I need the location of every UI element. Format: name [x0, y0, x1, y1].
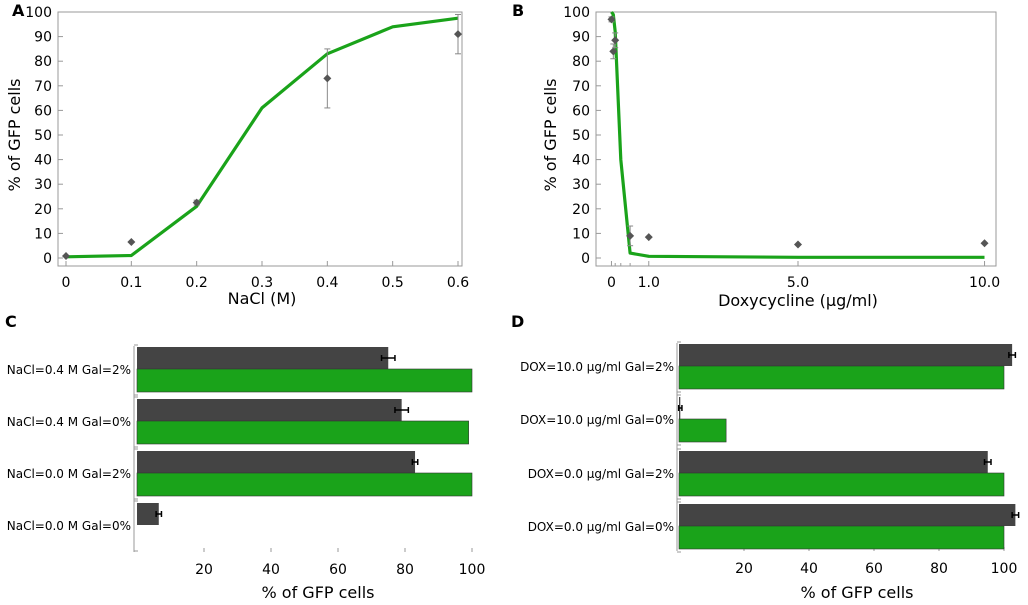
y-tick-label: 60 [34, 103, 52, 119]
x-tick-label: 0.6 [447, 275, 469, 291]
data-point [644, 233, 653, 242]
x-tick-label: 100 [991, 561, 1018, 577]
y-tick-label: 0 [43, 251, 52, 267]
data-point [607, 15, 616, 24]
data-point [794, 240, 802, 249]
y-tick-label: 70 [34, 79, 52, 95]
x-tick-label: 0.2 [186, 275, 208, 291]
y-tick-label: 10 [572, 226, 590, 242]
x-axis-label: % of GFP cells [801, 583, 914, 602]
y-tick-label: 30 [34, 177, 52, 193]
x-tick-label: 0 [607, 275, 616, 291]
panel-a-letter: A [12, 1, 25, 20]
data-point [454, 30, 462, 39]
data-point [127, 238, 136, 247]
experiment-bar [679, 344, 1013, 366]
category-label: DOX=0.0 µg/ml Gal=0% [528, 520, 674, 534]
model-bar [678, 472, 1005, 497]
data-point [323, 74, 332, 83]
y-tick-label: 40 [572, 153, 590, 169]
x-tick-label: 0.4 [316, 275, 338, 291]
data-point [626, 231, 635, 240]
data-point [192, 198, 201, 207]
category-label: DOX=10.0 µg/ml Gal=2% [520, 360, 674, 374]
x-tick-label: 60 [329, 562, 347, 578]
x-tick-label: 60 [865, 561, 883, 577]
y-tick-label: 40 [34, 153, 52, 169]
experiment-bar [137, 451, 416, 473]
panel-a-frame [57, 11, 463, 267]
data-point [609, 47, 618, 56]
x-axis-label: NaCl (M) [228, 289, 297, 308]
data-point [980, 239, 989, 248]
model-bar [136, 472, 473, 497]
data-point [611, 36, 620, 45]
y-tick-label: 70 [572, 79, 590, 95]
category-label: NaCl=0.4 M Gal=2% [7, 363, 131, 377]
y-tick-label: 20 [34, 202, 52, 218]
y-tick-label: 50 [34, 128, 52, 144]
x-tick-label: 20 [195, 562, 213, 578]
category-label: NaCl=0.0 M Gal=0% [7, 519, 131, 533]
category-label: DOX=10.0 µg/ml Gal=0% [520, 413, 674, 427]
y-tick-label: 60 [572, 103, 590, 119]
y-tick-label: 20 [572, 202, 590, 218]
y-tick-label: 90 [34, 30, 52, 46]
y-tick-label: 50 [572, 128, 590, 144]
y-tick-label: 100 [25, 5, 52, 21]
experiment-bar [679, 504, 1016, 526]
y-tick-label: 90 [572, 30, 590, 46]
y-axis-label: % of GFP cells [5, 79, 24, 192]
x-tick-label: 0.5 [382, 275, 404, 291]
panel-c-letter: C [5, 312, 17, 331]
y-axis-label: % of GFP cells [541, 79, 560, 192]
y-tick-label: 100 [563, 5, 590, 21]
y-tick-label: 0 [581, 251, 590, 267]
model-bar [136, 368, 473, 393]
x-axis-label: % of GFP cells [262, 583, 375, 602]
y-tick-label: 30 [572, 177, 590, 193]
x-tick-label: 1.0 [638, 275, 660, 291]
x-tick-label: 40 [800, 561, 818, 577]
x-axis-label: Doxycycline (µg/ml) [718, 291, 878, 310]
y-tick-label: 10 [34, 226, 52, 242]
x-tick-label: 5.0 [787, 275, 809, 291]
experiment-bar [137, 399, 402, 421]
x-tick-label: 80 [396, 562, 414, 578]
x-tick-label: 80 [930, 561, 948, 577]
panel-b-letter: B [512, 1, 524, 20]
category-label: NaCl=0.0 M Gal=2% [7, 467, 131, 481]
model-fit-line [610, 11, 985, 259]
category-label: NaCl=0.4 M Gal=0% [7, 415, 131, 429]
category-label: DOX=0.0 µg/ml Gal=2% [528, 467, 674, 481]
model-bar [136, 420, 469, 445]
y-tick-label: 80 [572, 54, 590, 70]
data-point [62, 252, 70, 261]
x-tick-label: 40 [262, 562, 280, 578]
model-bar [678, 418, 727, 443]
x-tick-label: 100 [459, 562, 486, 578]
model-bar [678, 365, 1005, 390]
panel-d-letter: D [511, 312, 524, 331]
experiment-bar [137, 347, 389, 369]
x-tick-label: 0 [62, 275, 71, 291]
model-fit-line [65, 16, 459, 259]
experiment-bar [679, 451, 988, 473]
x-tick-label: 0.1 [120, 275, 142, 291]
x-tick-label: 20 [735, 561, 753, 577]
y-tick-label: 80 [34, 54, 52, 70]
x-tick-label: 10.0 [969, 275, 1000, 291]
x-tick-label: 0.3 [251, 275, 273, 291]
panel-b-frame [595, 11, 997, 267]
model-bar [678, 525, 1005, 550]
experiment-bar [137, 503, 159, 525]
